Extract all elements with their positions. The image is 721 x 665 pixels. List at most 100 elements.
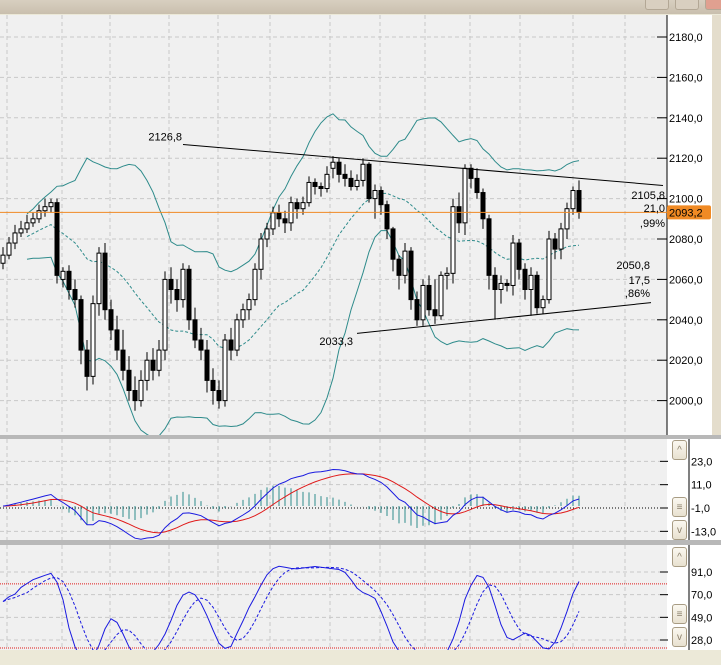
candle-up bbox=[240, 309, 246, 321]
candle-down bbox=[432, 309, 438, 317]
y-tick-label: 2020,0 bbox=[669, 355, 703, 367]
y-tick-label: 2160,0 bbox=[669, 72, 703, 84]
candle-up bbox=[96, 252, 102, 305]
candle-down bbox=[576, 190, 582, 213]
candle-up bbox=[12, 232, 18, 244]
candle-down bbox=[126, 369, 132, 391]
candle-down bbox=[480, 192, 486, 220]
candle-up bbox=[156, 349, 162, 371]
plot-area-0 bbox=[0, 15, 667, 435]
candle-up bbox=[546, 238, 552, 301]
trendline-start-label: 2033,3 bbox=[319, 336, 353, 348]
candle-up bbox=[6, 242, 12, 256]
candle-down bbox=[78, 299, 84, 351]
candle-up bbox=[60, 270, 66, 280]
candle-up bbox=[42, 206, 48, 212]
candle-up bbox=[90, 303, 96, 377]
y-tick-label: 2180,0 bbox=[669, 32, 703, 44]
y-tick-label: 2000,0 bbox=[669, 396, 703, 408]
bollinger-upper bbox=[26, 113, 580, 273]
candle-down bbox=[108, 309, 114, 331]
trendline-end-percent: ,99% bbox=[640, 218, 665, 230]
stoch-tick-label: 91,0 bbox=[691, 567, 712, 579]
trendline-end-percent: ,86% bbox=[625, 288, 650, 300]
candle-up bbox=[444, 272, 450, 276]
candle-down bbox=[504, 282, 510, 286]
trendline-support bbox=[356, 302, 652, 334]
stoch-tick-label: 49,0 bbox=[691, 612, 712, 624]
candle-up bbox=[570, 190, 576, 210]
trendline-end-change: 21,0 bbox=[644, 203, 665, 215]
trendline-end-change: 17,5 bbox=[629, 275, 650, 287]
macd-tick-label: -13,0 bbox=[691, 526, 716, 538]
candle-up bbox=[234, 319, 240, 351]
candle-down bbox=[396, 258, 402, 276]
plot-area-1 bbox=[0, 439, 667, 540]
trendline-resistance bbox=[182, 143, 664, 186]
macd-tick-label: 11,0 bbox=[691, 480, 712, 492]
candle-up bbox=[138, 379, 144, 402]
candle-down bbox=[276, 212, 282, 220]
candle-up bbox=[24, 222, 30, 230]
candle-down bbox=[336, 161, 342, 175]
candle-down bbox=[456, 206, 462, 224]
candle-up bbox=[510, 242, 516, 286]
candle-down bbox=[114, 329, 120, 351]
candle-up bbox=[558, 228, 564, 250]
stoch-scroll-thumb[interactable]: ≡ bbox=[672, 604, 687, 624]
candle-down bbox=[552, 238, 558, 250]
stoch-plot bbox=[2, 565, 580, 650]
candle-up bbox=[330, 161, 336, 169]
candle-up bbox=[264, 228, 270, 240]
candle-up bbox=[270, 212, 276, 230]
candle-up bbox=[438, 274, 444, 317]
candle-down bbox=[102, 252, 108, 311]
trendline-start-label: 2126,8 bbox=[148, 131, 182, 143]
candle-down bbox=[516, 242, 522, 270]
candle-down bbox=[168, 278, 174, 290]
candle-up bbox=[300, 202, 306, 210]
candle-up bbox=[18, 228, 24, 234]
pane-divider bbox=[0, 540, 721, 545]
candle-down bbox=[312, 181, 318, 187]
title-bar bbox=[0, 0, 721, 14]
candle-down bbox=[84, 349, 90, 377]
stoch-scroll-down-button[interactable]: v bbox=[672, 627, 687, 647]
candle-down bbox=[132, 390, 138, 402]
candle-up bbox=[222, 339, 228, 402]
candle-down bbox=[210, 379, 216, 391]
candle-down bbox=[384, 204, 390, 230]
stoch-scroll-up-button[interactable]: ^ bbox=[672, 547, 687, 567]
pane-divider bbox=[0, 435, 721, 439]
candle-down bbox=[150, 359, 156, 371]
macd-scroll-thumb[interactable]: ≡ bbox=[672, 497, 687, 517]
candle-up bbox=[36, 210, 42, 220]
y-tick-label: 2040,0 bbox=[669, 315, 703, 327]
current-price-label: 2093,2 bbox=[669, 207, 703, 219]
candle-up bbox=[420, 284, 426, 321]
bottom-bar bbox=[0, 650, 721, 665]
trendline-end-price: 2050,8 bbox=[616, 260, 650, 272]
minimize-button[interactable] bbox=[645, 0, 669, 10]
candle-down bbox=[72, 289, 78, 301]
macd-signal-line bbox=[2, 473, 580, 534]
macd-scroll-down-button[interactable]: v bbox=[672, 520, 687, 540]
trendline-end-price: 2105,8 bbox=[631, 190, 665, 202]
candle-up bbox=[372, 190, 378, 200]
candle-down bbox=[534, 274, 540, 309]
candle-down bbox=[522, 268, 528, 290]
candle-down bbox=[426, 284, 432, 311]
macd-scroll-up-button[interactable]: ^ bbox=[672, 440, 687, 460]
candle-down bbox=[474, 177, 480, 194]
bollinger-lower bbox=[26, 230, 580, 435]
maximize-button[interactable] bbox=[675, 0, 699, 10]
candle-up bbox=[246, 299, 252, 311]
axis-area-0 bbox=[667, 15, 712, 435]
candle-down bbox=[192, 319, 198, 341]
y-tick-label: 2120,0 bbox=[669, 153, 703, 165]
candle-up bbox=[258, 238, 264, 270]
candle-up bbox=[30, 218, 36, 224]
candle-up bbox=[540, 299, 546, 309]
close-button[interactable] bbox=[705, 0, 721, 10]
